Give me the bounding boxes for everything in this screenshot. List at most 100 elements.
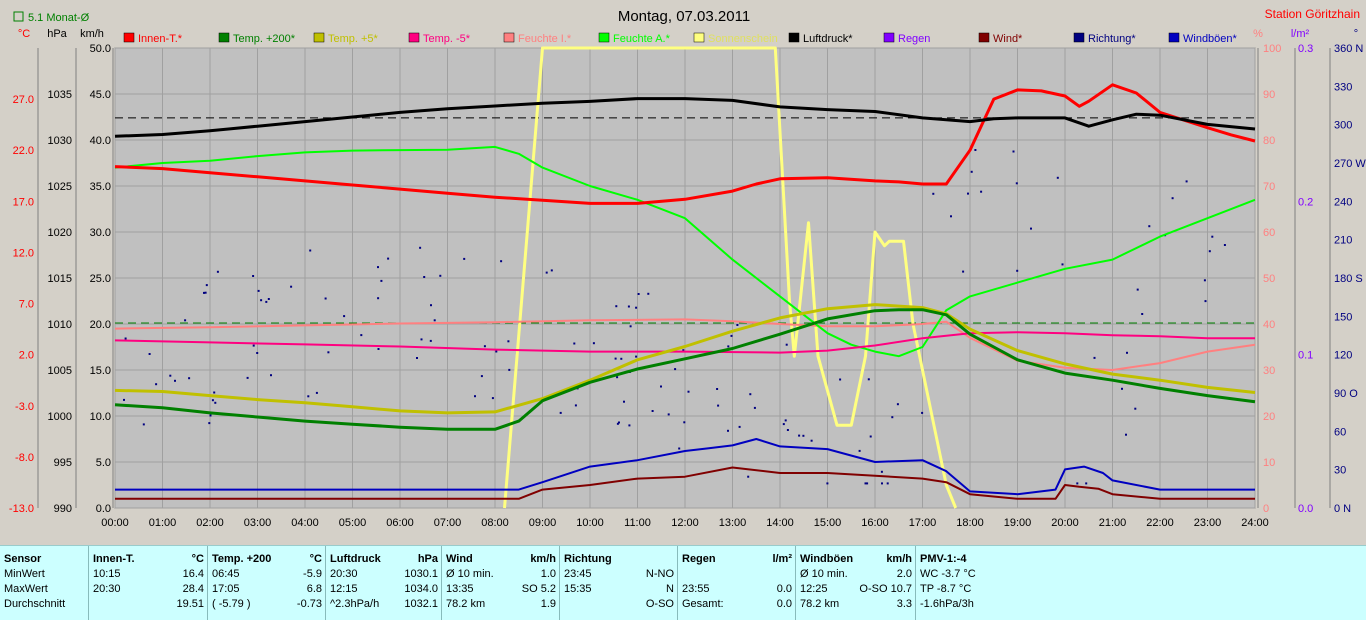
direction-dot <box>620 357 623 360</box>
table-row: 06:45 -5.9 <box>212 567 322 581</box>
series-line <box>114 303 1256 415</box>
legend-label: Temp. +5* <box>328 33 379 45</box>
direction-dot <box>651 410 654 412</box>
direction-dot <box>738 425 741 428</box>
table-column: Regen l/m² 23:55 0.0 Gesamt: 0.0 <box>677 546 796 620</box>
legend-swatch <box>1073 32 1085 43</box>
pressure-tick-label: 990 <box>54 503 72 515</box>
direction-dot <box>683 421 686 424</box>
direction-dot <box>749 393 752 396</box>
table-cell: 0.0 <box>776 598 792 610</box>
direction-dot <box>439 274 442 277</box>
direction-dot <box>257 289 260 292</box>
direction-dot <box>614 357 617 360</box>
table-cell: -0.73 <box>296 598 322 610</box>
x-tick-label: 02:00 <box>196 517 224 529</box>
rain-tick-label: 0.3 <box>1298 43 1313 55</box>
direction-dot <box>1030 227 1032 230</box>
x-tick-label: 08:00 <box>481 517 509 529</box>
x-tick-label: 16:00 <box>861 517 889 529</box>
rain-tick-label: 0.0 <box>1298 503 1313 515</box>
direction-dot <box>260 299 263 302</box>
rain-unit-label: l/m² <box>1291 28 1310 40</box>
table-cell: 1.9 <box>540 598 556 610</box>
direction-tick-label: 180 S <box>1334 273 1363 285</box>
direction-dot <box>265 300 268 303</box>
direction-dot <box>148 353 151 355</box>
direction-dot <box>1203 279 1206 282</box>
table-cell: 6.8 <box>306 583 322 595</box>
legend-swatch <box>503 32 515 43</box>
table-cell: Gesamt: <box>682 598 724 610</box>
humidity-tick-label: 20 <box>1263 411 1275 423</box>
x-tick-label: 18:00 <box>956 517 984 529</box>
table-cell: 12:15 <box>330 583 358 595</box>
direction-dot <box>491 397 494 400</box>
legend-label: Feuchte A.* <box>613 33 671 45</box>
table-cell: ( -5.79 ) <box>212 598 251 610</box>
series-line <box>114 308 1256 431</box>
x-tick-label: 17:00 <box>909 517 937 529</box>
table-row: Durchschnitt <box>4 597 84 611</box>
temp-tick-label: -8.0 <box>15 452 34 464</box>
table-cell: 2.0 <box>896 568 912 580</box>
table-row: MinWert <box>4 567 84 581</box>
direction-dot <box>798 434 801 437</box>
table-header: Regen l/m² <box>682 552 792 566</box>
table-cell: 17:05 <box>212 583 240 595</box>
rain-tick-label: 0.2 <box>1298 196 1313 208</box>
direction-dot <box>962 270 965 273</box>
x-tick-label: 09:00 <box>529 517 557 529</box>
legend-label: Temp. +200* <box>233 33 296 45</box>
direction-dot <box>869 435 872 438</box>
direction-dot <box>1171 197 1174 200</box>
wind-tick-label: 15.0 <box>90 365 111 377</box>
direction-dot <box>727 345 730 348</box>
direction-dot <box>660 385 662 388</box>
table-row: 78.2 km 1.9 <box>446 597 556 611</box>
wind-tick-label: 35.0 <box>90 181 111 193</box>
wind-tick-label: 50.0 <box>90 43 111 55</box>
series-line <box>115 438 1255 496</box>
x-tick-label: 11:00 <box>624 517 651 529</box>
legend-swatch <box>788 32 800 43</box>
table-cell: MinWert <box>4 568 45 580</box>
table-cell: N-NO <box>645 568 674 580</box>
table-cell: 78.2 km <box>800 598 840 610</box>
direction-dot <box>307 395 310 398</box>
direction-dot <box>290 285 293 288</box>
pressure-tick-label: 1030 <box>48 135 72 147</box>
weather-chart: 00:00 01:00 02:00 03:00 04:00 05:00 06:00 07:00… <box>8 7 1366 529</box>
table-cell: -1.6hPa/3h <box>920 598 974 610</box>
legend-label: Regen <box>898 33 930 45</box>
humidity-tick-label: 40 <box>1263 319 1275 331</box>
avg-legend-icon <box>13 11 24 22</box>
direction-dot <box>1061 263 1064 266</box>
direction-dot <box>1208 250 1211 253</box>
x-tick-label: 03:00 <box>244 517 272 529</box>
pressure-tick-label: 1005 <box>48 365 72 377</box>
x-tick-label: 19:00 <box>1004 517 1032 529</box>
direction-dot <box>203 291 205 294</box>
table-cell: 16.4 <box>182 568 204 580</box>
statistics-table: Sensor MinWert MaxWert Durchschnitt Innen-T.… <box>0 545 1366 620</box>
x-tick-label: 01:00 <box>149 517 177 529</box>
direction-dot <box>858 449 861 452</box>
direction-dot <box>867 378 870 381</box>
table-column: Innen-T. °C 10:15 16.4 20:30 28.4 19.51 <box>88 546 208 620</box>
legend-swatch <box>883 32 895 43</box>
direction-dot <box>474 395 476 398</box>
temp-tick-label: 2.0 <box>19 350 34 362</box>
table-cell: km/h <box>886 553 912 565</box>
table-row: 12:15 1034.0 <box>330 582 438 596</box>
direction-tick-label: 30 <box>1334 465 1346 477</box>
pressure-tick-label: 1000 <box>48 411 72 423</box>
table-row: WC -3.7 °C <box>920 567 1363 581</box>
temp-tick-label: 12.0 <box>13 247 34 259</box>
table-column: Wind km/h Ø 10 min. 1.0 13:35 SO 5.2 78.2 km 1.… <box>441 546 560 620</box>
x-tick-label: 07:00 <box>434 517 462 529</box>
table-cell: km/h <box>530 553 556 565</box>
direction-dot <box>782 423 785 426</box>
table-cell: MaxWert <box>4 583 48 595</box>
table-header: Sensor <box>4 552 84 566</box>
